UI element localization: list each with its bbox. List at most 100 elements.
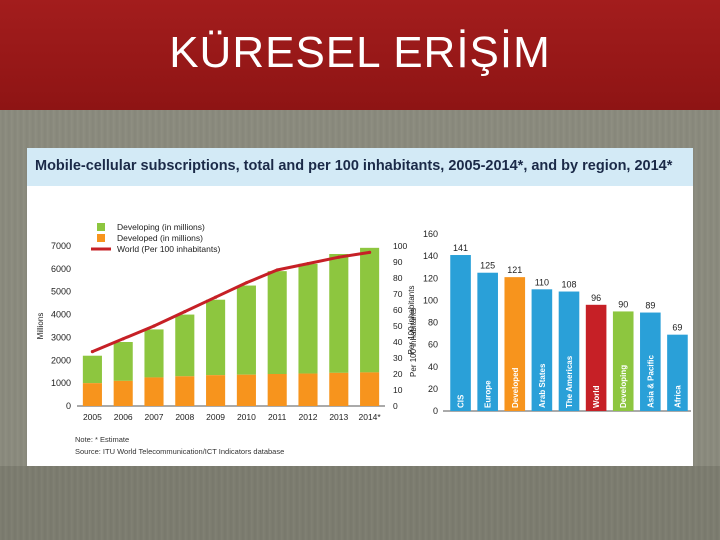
y2-tick-label: 80 — [393, 273, 403, 283]
bar-developed — [206, 375, 226, 406]
world-point — [337, 255, 341, 259]
x-tick-label: 2013 — [329, 412, 348, 422]
bar-developing — [329, 254, 349, 373]
bar-developed — [175, 376, 195, 406]
y2-tick-label: 40 — [393, 337, 403, 347]
region-value-label: 89 — [645, 301, 655, 311]
y2-axis-label: Per 100 inhabitants — [407, 286, 416, 355]
bar-developed — [236, 374, 256, 406]
y-tick-label: 4000 — [51, 310, 71, 320]
y-tick-label: 7000 — [51, 241, 71, 251]
region-value-label: 96 — [591, 293, 601, 303]
region-category-label: Europe — [484, 380, 493, 408]
x-tick-label: 2008 — [175, 412, 194, 422]
y-tick-label: 1000 — [51, 378, 71, 388]
bar-developed — [113, 380, 133, 406]
legend-swatch — [97, 234, 105, 242]
world-line — [91, 250, 370, 353]
x-tick-label: 2012 — [299, 412, 318, 422]
left-chart: 0 1000 2000 3000 4000 5000 6000 7000 0 10 20 30 40 50… — [36, 222, 416, 422]
region-bar — [558, 291, 580, 411]
right-y-tick-label: 40 — [428, 362, 438, 372]
slide-footer-band — [0, 466, 720, 540]
y-tick-label: 5000 — [51, 287, 71, 297]
world-point — [368, 250, 372, 254]
region-category-label: World — [592, 385, 601, 408]
legend-label: Developed (in millions) — [117, 233, 203, 243]
bar-developed — [82, 383, 102, 406]
world-point — [275, 268, 279, 272]
world-point — [90, 350, 94, 354]
title-band — [0, 0, 720, 110]
bar-developing — [113, 342, 133, 381]
bar-developing — [82, 355, 102, 384]
bar-developing — [298, 263, 318, 374]
region-bar — [477, 272, 498, 411]
chart-canvas: 0100020003000400050006000700001020304050… — [36, 222, 691, 456]
bar-developing — [144, 329, 164, 378]
region-value-label: 110 — [535, 277, 549, 287]
legend-swatch — [97, 223, 105, 231]
y-tick-label: 3000 — [51, 332, 71, 342]
right-y-axis-label: Per 100 inhabitants — [409, 308, 418, 377]
y2-tick-label: 0 — [393, 401, 398, 411]
region-category-label: Asia & Pacific — [646, 355, 655, 408]
region-bar — [504, 277, 526, 411]
bar-developing — [236, 285, 256, 375]
x-tick-label: 2005 — [83, 412, 102, 422]
right-y-tick-label: 60 — [428, 340, 438, 350]
y2-tick-label: 20 — [393, 369, 403, 379]
y-axis-label: Millions — [36, 313, 45, 340]
x-tick-label: 2014* — [358, 412, 381, 422]
region-category-label: The Americas — [565, 355, 574, 408]
region-bar — [612, 311, 634, 411]
bar-developed — [298, 373, 318, 406]
x-tick-label: 2011 — [268, 412, 287, 422]
right-y-tick-label: 80 — [428, 318, 438, 328]
region-category-label: Developed — [511, 367, 520, 408]
world-point — [183, 310, 187, 314]
right-y-tick-label: 0 — [433, 406, 438, 416]
bar-developed — [360, 372, 380, 406]
bar-developed — [329, 372, 349, 406]
y-tick-label: 0 — [66, 401, 71, 411]
legend-label: Developing (in millions) — [117, 222, 205, 232]
region-value-label: 108 — [561, 280, 576, 290]
y2-tick-label: 100 — [393, 241, 407, 251]
figure-note: Note: * Estimate — [75, 435, 129, 444]
right-y-tick-label: 160 — [423, 229, 438, 239]
y2-tick-label: 10 — [393, 385, 403, 395]
world-point — [306, 262, 310, 266]
right-y-tick-label: 20 — [428, 384, 438, 394]
region-category-label: CIS — [457, 394, 466, 408]
region-bar — [450, 255, 471, 411]
y-tick-label: 6000 — [51, 264, 71, 274]
bar-developing — [267, 271, 287, 374]
figure-title: Mobile-cellular subscriptions, total and… — [35, 158, 673, 174]
x-tick-label: 2009 — [206, 412, 225, 422]
region-category-label: Africa — [673, 385, 682, 408]
legend-label: World (Per 100 inhabitants) — [117, 244, 220, 254]
region-value-label: 125 — [480, 261, 495, 271]
x-tick-label: 2007 — [145, 412, 164, 422]
x-tick-label: 2006 — [114, 412, 133, 422]
slide-title: KÜRESEL ERİŞİM — [169, 28, 551, 77]
y2-tick-label: 30 — [393, 353, 403, 363]
y2-tick-label: 60 — [393, 305, 403, 315]
world-point — [214, 295, 218, 299]
region-bar — [585, 304, 607, 411]
region-bar — [640, 312, 661, 411]
y2-tick-label: 90 — [393, 257, 403, 267]
region-value-label: 121 — [507, 265, 522, 275]
y2-tick-label: 70 — [393, 289, 403, 299]
world-point — [244, 281, 248, 285]
figure-source: Source: ITU World Telecommunication/ICT … — [75, 447, 284, 456]
region-value-label: 90 — [618, 299, 628, 309]
region-bar — [667, 334, 688, 411]
bar-developing — [206, 299, 226, 376]
figure-panel: Mobile-cellular subscriptions, total and… — [27, 148, 693, 466]
right-y-tick-label: 120 — [423, 273, 438, 283]
region-category-label: Developing — [619, 365, 628, 408]
bar-developed — [267, 374, 287, 406]
figure-header: Mobile-cellular subscriptions, total and… — [27, 148, 693, 186]
